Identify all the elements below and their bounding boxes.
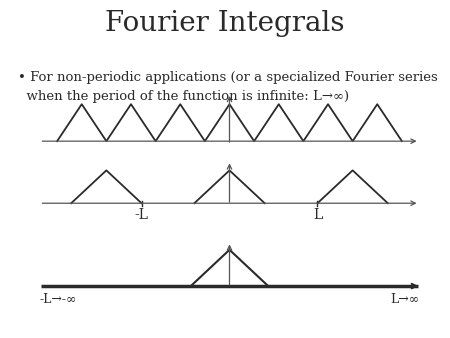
Text: L→∞: L→∞	[390, 293, 419, 306]
Text: -L→-∞: -L→-∞	[40, 293, 77, 306]
Text: when the period of the function is infinite: L→∞): when the period of the function is infin…	[18, 90, 349, 102]
Text: L: L	[313, 208, 322, 222]
Text: • For non-periodic applications (or a specialized Fourier series: • For non-periodic applications (or a sp…	[18, 71, 438, 84]
Text: -L: -L	[135, 208, 148, 222]
Text: Fourier Integrals: Fourier Integrals	[105, 10, 345, 37]
